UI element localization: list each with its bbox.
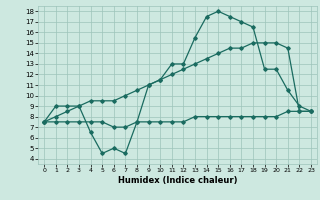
X-axis label: Humidex (Indice chaleur): Humidex (Indice chaleur) [118,176,237,185]
